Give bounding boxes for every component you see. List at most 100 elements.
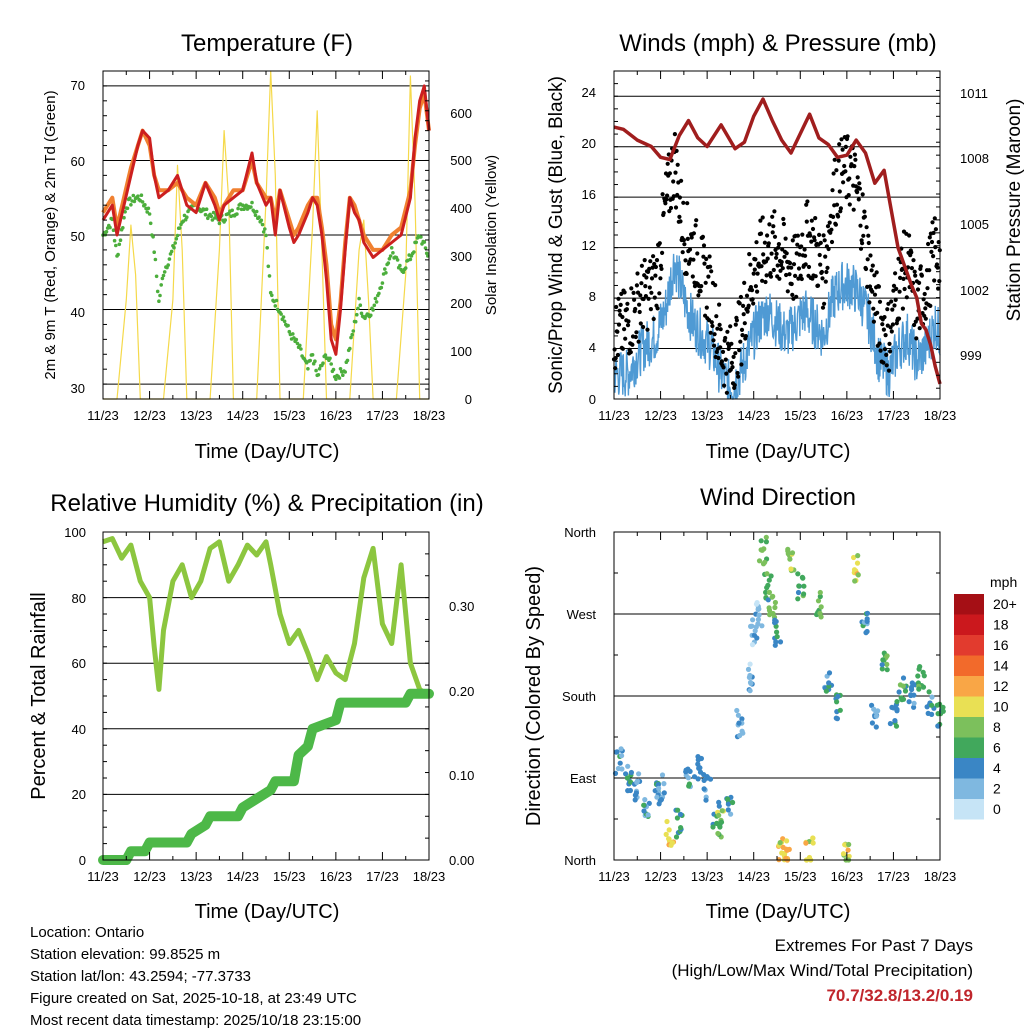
dewpoint-point	[261, 230, 266, 234]
wind-left-tick: 12	[582, 238, 596, 253]
wind-gust-point	[885, 307, 890, 312]
dewpoint-point	[391, 251, 395, 255]
dewpoint-point	[167, 257, 172, 261]
direction-point	[772, 642, 778, 648]
wind-gust-point	[838, 206, 844, 211]
direction-point	[773, 618, 779, 625]
wind-gust-point	[783, 236, 788, 241]
wind-gust-point	[674, 148, 679, 153]
wind-gust-point	[860, 241, 865, 246]
dewpoint-point	[389, 246, 394, 250]
wind-gust-point	[864, 225, 869, 230]
wind-gust-point	[760, 215, 765, 220]
wind-gust-point	[790, 292, 795, 297]
direction-point	[855, 572, 861, 578]
direction-point	[756, 558, 763, 564]
wind-gust-point	[900, 306, 906, 311]
dewpoint-point	[401, 270, 406, 275]
legend-swatch	[954, 758, 984, 779]
wind-gust-point	[934, 262, 940, 267]
wind-gust-point	[711, 343, 717, 348]
humidity-ylabel-left: Percent & Total Rainfall	[28, 592, 50, 800]
wind-gust-point	[681, 200, 686, 205]
direction-point	[817, 610, 823, 616]
wind-gust-point	[738, 294, 744, 300]
direction-point	[768, 573, 774, 579]
dewpoint-point	[279, 312, 283, 316]
dewpoint-point	[377, 291, 381, 296]
direction-point	[788, 566, 794, 572]
wind-gust-point	[834, 202, 840, 207]
wind-gust-point	[881, 327, 887, 332]
direction-point	[634, 778, 641, 784]
direction-point	[673, 834, 680, 840]
dewpoint-point	[380, 281, 385, 285]
dewpoint-point	[338, 367, 343, 371]
dewpoint-point	[236, 206, 240, 211]
wind-gust-point	[765, 233, 770, 238]
x-tick-label: 11/23	[87, 869, 119, 884]
wind-gust-point	[880, 322, 885, 327]
wind-gust-point	[818, 262, 823, 267]
wind-gust-point	[804, 202, 809, 207]
direction-point	[763, 539, 770, 545]
wind-gust-point	[660, 250, 665, 255]
wind-gust-point	[799, 276, 804, 282]
temp-left-tick: 60	[71, 154, 85, 169]
direction-point	[911, 704, 917, 710]
dewpoint-point	[369, 313, 373, 318]
x-tick-label: 18/23	[924, 408, 957, 423]
temp-9m-line	[101, 91, 431, 342]
x-tick-label: 11/23	[598, 869, 630, 884]
wind-right-tick: 1002	[960, 283, 989, 298]
wind-gust-point	[781, 216, 786, 222]
dewpoint-point	[372, 303, 377, 308]
direction-point	[615, 765, 622, 772]
wind-gust-point	[893, 271, 898, 276]
wind-gust-point	[647, 266, 652, 271]
temp-left-tick: 70	[71, 78, 85, 93]
wind-gust-point	[806, 264, 812, 270]
direction-point	[628, 769, 635, 776]
wind-gust-point	[829, 227, 834, 232]
station-elevation: Station elevation: 99.8525 m	[30, 946, 221, 963]
wind-gust-point	[744, 293, 750, 298]
wind-gust-point	[732, 383, 737, 388]
recent-timestamp: Most recent data timestamp: 2025/10/18 2…	[30, 1012, 362, 1029]
wind-gust-point	[740, 333, 745, 338]
dir-left-tick: North	[564, 853, 596, 868]
wind-gust-point	[776, 245, 781, 250]
wind-gust-point	[710, 323, 715, 329]
wind-gust-point	[724, 390, 730, 395]
wind-gust-point	[883, 333, 888, 338]
dewpoint-point	[117, 242, 122, 247]
x-tick-label: 17/23	[877, 408, 910, 423]
humidity-xlabel: Time (Day/UTC)	[195, 901, 340, 923]
wind-gust-point	[729, 360, 735, 365]
wind-gust-point	[653, 273, 658, 278]
wind-left-tick: 4	[589, 340, 596, 355]
direction-point	[801, 583, 807, 589]
direction-point	[902, 688, 909, 694]
dewpoint-point	[424, 251, 429, 256]
direction-point	[754, 635, 760, 641]
rh-left-tick: 40	[72, 722, 86, 737]
dewpoint-point	[121, 226, 125, 230]
wind-gust-point	[917, 326, 922, 331]
legend-label: 2	[993, 781, 1001, 797]
dir-left-tick: North	[564, 525, 596, 540]
wind-gust-point	[649, 276, 655, 281]
direction-point	[869, 702, 875, 709]
dewpoint-point	[337, 376, 342, 380]
direction-point	[873, 724, 879, 730]
winds-panel: Winds (mph) & Pressure (mb) Time (Day/UT…	[546, 30, 1024, 463]
wind-gust-point	[795, 242, 800, 247]
wind-gust-point	[808, 233, 813, 238]
x-tick-label: 12/23	[133, 408, 166, 423]
wind-gust-point	[758, 231, 764, 236]
pressure-line	[613, 97, 942, 385]
wind-left-tick: 8	[589, 289, 596, 304]
rh-left-tick: 100	[64, 525, 86, 540]
direction-point	[864, 618, 870, 625]
wind-gust-point	[925, 286, 930, 291]
